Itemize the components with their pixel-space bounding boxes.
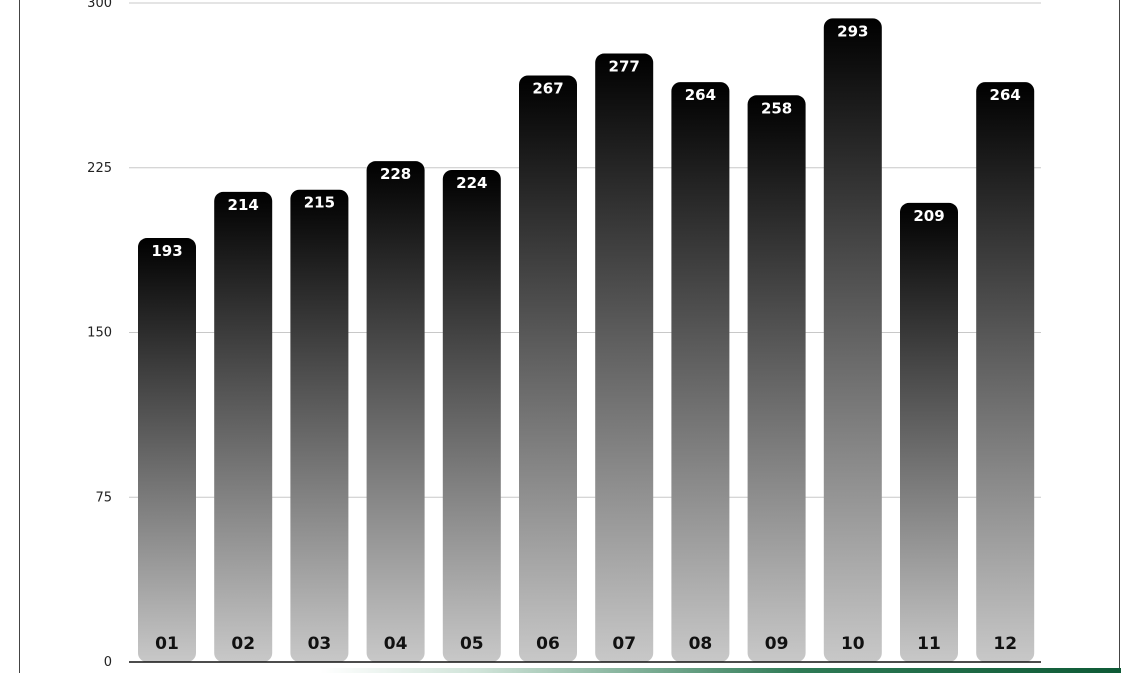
x-category-label: 07 [612, 634, 636, 654]
bar [138, 238, 196, 662]
bar-group: 224 05 [442, 169, 501, 663]
bar-value-label: 293 [837, 22, 868, 40]
bar-value-label: 209 [913, 207, 944, 225]
bar-value-label: 215 [304, 194, 335, 212]
bar [519, 75, 577, 663]
bar-group: 215 03 [290, 189, 349, 662]
y-tick-label: 225 [87, 161, 112, 176]
x-category-label: 03 [308, 634, 332, 654]
y-tick-label: 300 [87, 0, 112, 11]
x-category-label: 05 [460, 634, 484, 654]
x-category-label: 10 [841, 634, 865, 654]
bar-value-label: 264 [990, 86, 1021, 104]
x-category-label: 09 [765, 634, 789, 654]
bar [290, 189, 349, 662]
bar [366, 161, 425, 662]
bar [671, 82, 730, 662]
bar [214, 191, 273, 662]
frame-right-border [1119, 0, 1120, 668]
bar-group: 228 04 [366, 161, 425, 662]
bar-value-label: 224 [456, 174, 487, 192]
bar [747, 95, 806, 662]
bar-group: 214 02 [214, 191, 273, 662]
x-category-label: 01 [155, 634, 179, 654]
bar-group: 277 07 [595, 53, 654, 663]
x-category-label: 12 [993, 634, 1017, 654]
bar-group: 209 11 [900, 202, 958, 662]
bar-value-label: 214 [228, 196, 259, 214]
bar [595, 53, 654, 663]
bars: 193 01 214 02 215 03 228 04 224 05 267 06 277 07 264 08… [138, 18, 1035, 663]
x-category-label: 06 [536, 634, 560, 654]
frame-left-border [19, 0, 20, 673]
bar-value-label: 228 [380, 165, 411, 183]
x-category-label: 11 [917, 634, 941, 654]
bar-value-label: 258 [761, 99, 792, 117]
bar [976, 82, 1035, 662]
bar-group: 293 10 [823, 18, 882, 663]
x-category-label: 02 [231, 634, 255, 654]
bar [823, 18, 882, 663]
y-tick-label: 150 [87, 326, 112, 341]
x-category-label: 08 [689, 634, 713, 654]
y-tick-label: 0 [104, 655, 112, 670]
bar-value-label: 193 [151, 242, 182, 260]
bar-group: 193 01 [138, 238, 196, 662]
bar-group: 267 06 [519, 75, 577, 663]
bar-value-label: 267 [532, 79, 563, 97]
bar [442, 169, 501, 663]
bar-group: 258 09 [747, 95, 806, 662]
bar-group: 264 08 [671, 82, 730, 662]
bar-value-label: 277 [609, 58, 640, 76]
y-tick-label: 75 [95, 490, 112, 505]
bar-value-label: 264 [685, 86, 716, 104]
bar-group: 264 12 [976, 82, 1035, 662]
y-axis-ticks: 0 75 150 225 300 [87, 0, 112, 670]
bar [900, 202, 958, 662]
x-category-label: 04 [384, 634, 408, 654]
grid-lines [129, 2, 1041, 498]
footer-accent-bar [320, 668, 1121, 673]
